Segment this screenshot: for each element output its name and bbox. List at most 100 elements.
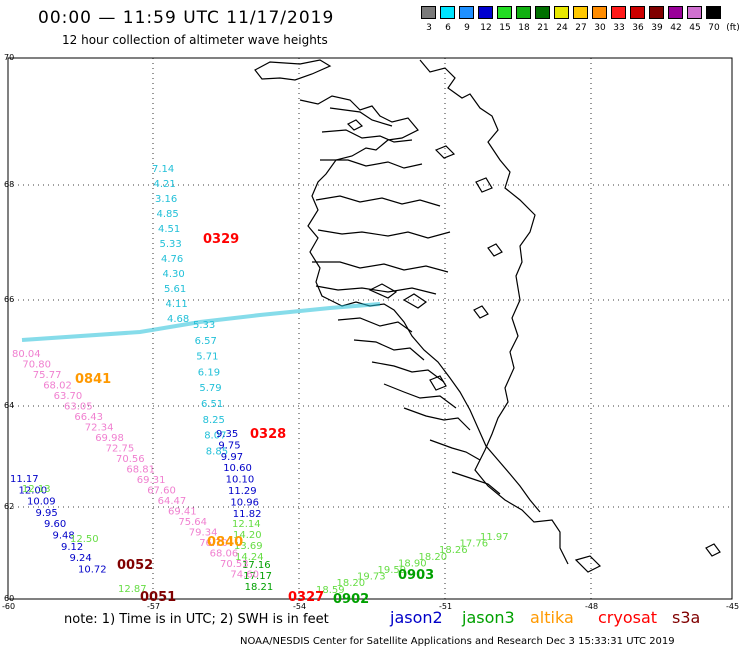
scale-swatch	[687, 6, 702, 19]
scale-label: 6	[445, 23, 451, 33]
lon-label: -57	[147, 602, 160, 611]
pass-time-label: 0840	[207, 535, 243, 550]
wave-height-label: 66.43	[74, 412, 103, 423]
overlapping-track-band	[21, 302, 381, 342]
wave-height-label: 8.07	[204, 431, 226, 442]
wave-height-label: 69.41	[168, 507, 197, 518]
scale-label: 24	[556, 23, 568, 33]
wave-height-label: 4.21	[154, 179, 176, 190]
wave-height-label: 64.47	[158, 496, 187, 507]
wave-height-label: 18.21	[245, 582, 274, 593]
lat-label: 70	[4, 53, 14, 62]
scale-unit: (ft)	[726, 23, 740, 33]
scale-swatch	[440, 6, 455, 19]
wave-height-label: 5.79	[199, 383, 221, 394]
scale-label: 45	[689, 23, 701, 33]
map-credit: NOAA/NESDIS Center for Satellite Applica…	[240, 636, 675, 647]
wave-height-label: 9.35	[216, 429, 238, 440]
wave-height-label: 10.96	[230, 497, 259, 508]
scale-swatch	[535, 6, 550, 19]
wave-height-label: 12.00	[19, 485, 48, 496]
wave-height-label: 6.51	[201, 399, 223, 410]
wave-height-label: 3.16	[155, 194, 177, 205]
map-frame	[7, 57, 733, 600]
scale-swatch	[478, 6, 493, 19]
wave-height-label: 10.10	[226, 475, 255, 486]
wave-height-label: 7.14	[152, 164, 174, 175]
wave-height-label: 14.20	[233, 530, 262, 541]
pass-time-label: 0903	[398, 568, 434, 583]
wave-height-label: 68.02	[43, 381, 72, 392]
wave-height-label: 8.25	[203, 415, 225, 426]
lat-label: 60	[4, 594, 14, 603]
legend-item-jason2: jason2	[390, 608, 443, 627]
wave-height-label: 9.12	[61, 542, 83, 553]
wave-height-label: 9.48	[53, 531, 75, 542]
scale-swatch	[497, 6, 512, 19]
scale-swatch	[592, 6, 607, 19]
scale-label: 9	[464, 23, 470, 33]
scale-label: 39	[651, 23, 663, 33]
wave-height-label: 63.70	[54, 391, 83, 402]
scale-swatch	[421, 6, 436, 19]
map-note: note: 1) Time is in UTC; 2) SWH is in fe…	[64, 612, 329, 627]
wave-height-label: 12.87	[118, 584, 147, 595]
wave-height-label: 18.26	[439, 545, 468, 556]
lat-label: 64	[4, 401, 14, 410]
wave-height-label: 4.30	[163, 269, 185, 280]
wave-height-label: 9.75	[218, 440, 240, 451]
wave-height-label: 14.24	[235, 552, 264, 563]
wave-height-label: 6.19	[198, 367, 220, 378]
lon-label: -60	[2, 602, 15, 611]
wave-height-label: 6.57	[195, 336, 217, 347]
wave-height-label: 4.76	[161, 254, 183, 265]
lat-label: 62	[4, 502, 14, 511]
wave-height-label: 12.50	[70, 534, 99, 545]
scale-swatch	[459, 6, 474, 19]
wave-height-label: 74.60	[230, 570, 259, 581]
legend-item-jason3: jason3	[462, 608, 515, 627]
lat-label: 66	[4, 295, 14, 304]
wave-height-label: 4.85	[157, 209, 179, 220]
lat-lon-grid	[8, 58, 732, 599]
wave-height-label: 11.17	[10, 474, 39, 485]
scale-label: 21	[537, 23, 549, 33]
map-title: 00:00 — 11:59 UTC 11/17/2019	[38, 8, 335, 28]
pass-time-label: 0329	[203, 232, 239, 247]
scale-label: 3	[426, 23, 432, 33]
pass-time-label: 0327	[288, 590, 324, 605]
wave-height-label: 75.64	[178, 517, 207, 528]
wave-height-label: 9.95	[36, 508, 58, 519]
wave-height-label: 18.20	[419, 552, 448, 563]
scale-label: 36	[632, 23, 644, 33]
lon-label: -51	[439, 602, 452, 611]
scale-swatch	[516, 6, 531, 19]
wave-height-label: 79.34	[189, 528, 218, 539]
scale-label: 18	[518, 23, 530, 33]
lon-label: -54	[293, 602, 306, 611]
wave-height-labels: 7.14 4.21 3.16 4.85 4.51 5.33 4.76 4.30 5.61 4.11…	[10, 164, 509, 607]
scale-swatch	[630, 6, 645, 19]
pass-time-label: 0841	[75, 372, 111, 387]
scale-swatch	[706, 6, 721, 19]
wave-height-label: 69.31	[137, 475, 166, 486]
lon-label: -48	[585, 602, 598, 611]
wave-height-label: 10.60	[223, 463, 252, 474]
wave-height-label: 4.68	[167, 314, 189, 325]
wave-height-label: 76.70	[199, 538, 228, 549]
legend-item-cryosat: cryosat	[598, 608, 658, 627]
wave-height-label: 4.11	[166, 299, 188, 310]
scale-swatch	[668, 6, 683, 19]
legend-item-altika: altika	[530, 608, 574, 627]
wave-height-label: 13.69	[234, 541, 263, 552]
lon-label: -45	[726, 602, 739, 611]
wave-height-label: 11.97	[480, 532, 509, 543]
wave-height-label: 10.09	[27, 497, 56, 508]
pass-time-label: 0051	[140, 590, 176, 605]
wave-height-label: 11.29	[228, 486, 257, 497]
pass-time-label: 0902	[333, 592, 369, 607]
scale-label: 70	[708, 23, 720, 33]
scale-label: 30	[594, 23, 606, 33]
wave-height-label: 19.59	[378, 565, 407, 576]
